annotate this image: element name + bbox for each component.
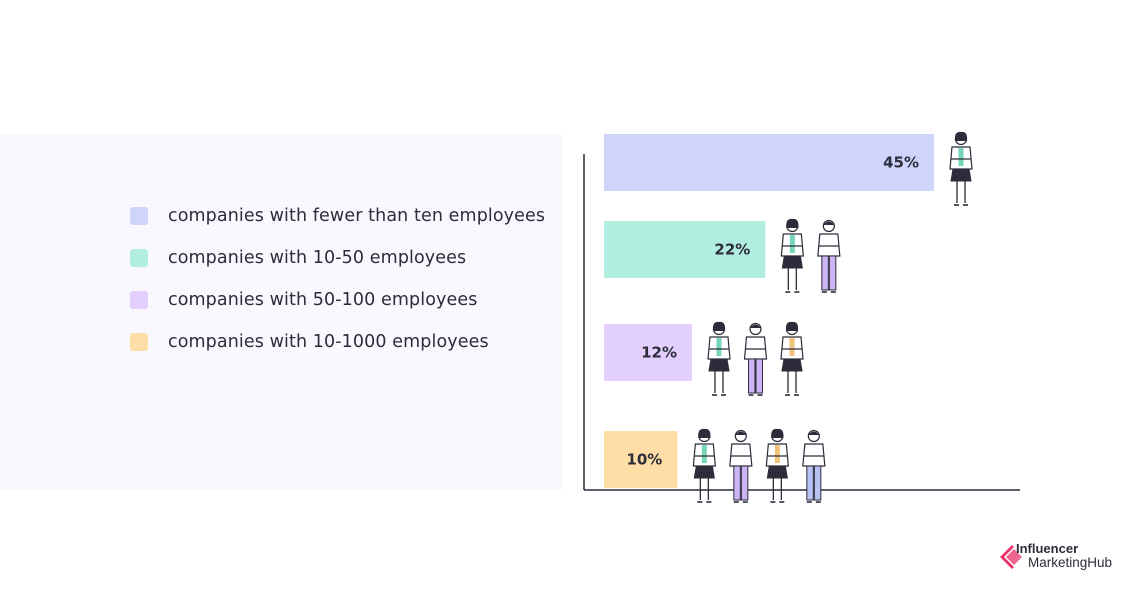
legend-swatch — [130, 249, 148, 267]
legend-panel: companies with fewer than ten employees … — [0, 134, 563, 490]
legend-swatch — [130, 291, 148, 309]
chart-axes — [583, 154, 1020, 491]
chart-people-figures — [692, 131, 973, 503]
brand-logo: Influencer MarketingHub — [1000, 540, 1130, 574]
person-figure-icon — [817, 219, 841, 293]
bar-value-label: 12% — [641, 344, 677, 362]
bar-value-label: 22% — [714, 241, 750, 259]
logo-mark-icon — [1000, 545, 1022, 569]
legend-label: companies with 50-100 employees — [168, 290, 478, 310]
bar-value-label: 45% — [883, 154, 919, 172]
logo-text-marketinghub: MarketingHub — [1028, 555, 1113, 570]
legend-item-10-1000: companies with 10-1000 employees — [130, 330, 489, 354]
person-figure-icon — [780, 321, 804, 396]
legend-item-fewer-than-ten: companies with fewer than ten employees — [130, 204, 545, 228]
legend-label: companies with fewer than ten employees — [168, 206, 546, 226]
legend-swatch — [130, 333, 148, 351]
bar-value-label: 10% — [626, 451, 662, 469]
legend-item-10-50: companies with 10-50 employees — [130, 246, 466, 270]
bar — [604, 221, 766, 278]
chart-bars: 45% 22% 12% 10% — [604, 134, 934, 488]
person-figure-icon — [743, 322, 768, 396]
person-figure-icon — [802, 429, 826, 503]
logo-text-influencer: Influencer — [1016, 541, 1079, 556]
bar — [604, 324, 692, 381]
legend-label: companies with 10-50 employees — [168, 248, 467, 268]
legend-label: companies with 10-1000 employees — [168, 332, 489, 352]
bar — [604, 134, 934, 191]
bar-chart: 45% 22% 12% 10% — [583, 131, 1020, 503]
bar — [604, 431, 678, 488]
person-figure-icon — [707, 321, 731, 396]
legend-item-50-100: companies with 50-100 employees — [130, 288, 477, 312]
person-figure-icon — [729, 429, 753, 503]
person-figure-icon — [949, 131, 973, 206]
legend-swatch — [130, 207, 148, 225]
person-figure-icon — [765, 428, 789, 503]
person-figure-icon — [692, 428, 716, 503]
person-figure-icon — [780, 218, 804, 293]
